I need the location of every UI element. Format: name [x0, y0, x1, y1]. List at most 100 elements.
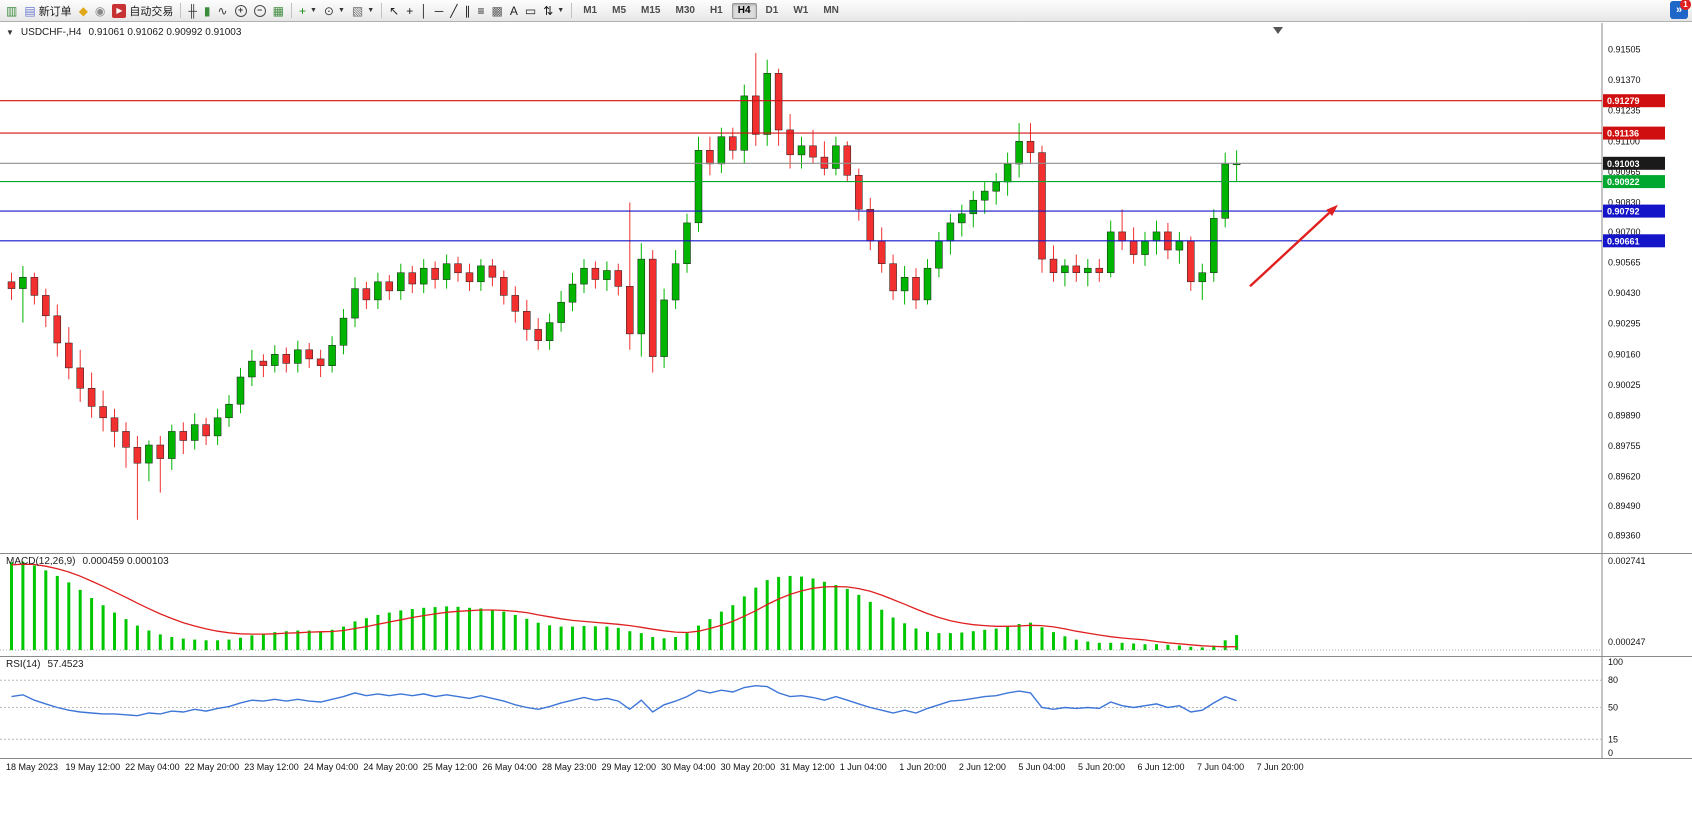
main-price-chart[interactable]: 0.91505 0.91370 0.91235 0.91100 0.90965 0.908… — [0, 23, 1692, 553]
trend-arrow-annotation[interactable] — [1249, 204, 1338, 288]
level-line-0.91279[interactable]: 0.91279 — [0, 94, 1665, 108]
timeframe-m30[interactable]: M30 — [675, 4, 695, 16]
fibonacci-button[interactable]: ≡ — [475, 2, 488, 20]
indicators-icon: + — [298, 3, 306, 18]
macd-indicator-panel[interactable]: 0.002741 0.000247 — [0, 553, 1692, 656]
vertical-line-button[interactable]: │ — [417, 2, 431, 20]
timeframe-mn[interactable]: MN — [823, 4, 839, 16]
line-chart-icon: ∿ — [217, 3, 228, 18]
bar-chart-button[interactable]: ╫ — [185, 2, 200, 20]
crosshair-icon: + — [406, 3, 414, 18]
autotrading-icon: ▶ — [112, 3, 127, 18]
indicators-button[interactable]: + ▼ — [296, 2, 320, 20]
time-label: 5 Jun 04:00 — [1018, 762, 1066, 772]
macd-label: MACD(12,26,9) — [6, 556, 76, 567]
notification-count-badge: 1 — [1680, 0, 1691, 10]
sound-horn-button[interactable]: ◆ — [76, 2, 91, 20]
channel-icon: ∥ — [464, 3, 471, 18]
svg-text:0.89755: 0.89755 — [1608, 441, 1641, 451]
price-axis[interactable]: 0.91505 0.91370 0.91235 0.91100 0.90965 0.908… — [1601, 23, 1641, 553]
new-chart-icon: ▥ — [6, 3, 18, 18]
new-order-button-label: 新订单 — [38, 5, 72, 18]
community-button[interactable]: ◉ — [92, 2, 108, 20]
macd-values: 0.000459 0.000103 — [82, 556, 169, 567]
time-label: 22 May 20:00 — [184, 762, 240, 772]
time-label: 25 May 12:00 — [422, 762, 478, 772]
arrows-icon: ⇅ — [543, 3, 554, 18]
timeframe-d1[interactable]: D1 — [765, 4, 779, 16]
horizontal-line-button[interactable]: ─ — [432, 2, 447, 20]
time-label: 7 Jun 04:00 — [1197, 762, 1245, 772]
text-button[interactable]: A — [507, 2, 521, 20]
zoom-in-button[interactable]: + — [232, 2, 250, 20]
timeframe-m15[interactable]: M15 — [641, 4, 661, 16]
timeframe-m5[interactable]: M5 — [612, 4, 627, 16]
new-chart-button[interactable]: ▥ — [3, 2, 20, 20]
periods-button[interactable]: ⊙ ▼ — [321, 2, 348, 20]
time-label: 30 May 20:00 — [720, 762, 776, 772]
cursor-button[interactable]: ↖ — [386, 2, 402, 20]
svg-text:0.91136: 0.91136 — [1607, 129, 1639, 139]
crosshair-button[interactable]: + — [403, 2, 416, 20]
main-toolbar: ▥ ▤ 新订单 ◆ ◉ ▶ 自动交易 ╫ ▮ ∿ + − ▦ + ▼ ⊙ ▼ ▧ ▼ ↖ + │ ─ ╱ ∥ ≡ ▩ A ▭ ⇅ ▼ M1 M5… — [0, 0, 1692, 22]
templates-icon: ▧ — [351, 3, 364, 18]
macd-signal-line — [11, 563, 1237, 648]
zoom-out-icon: − — [253, 4, 266, 17]
rsi-indicator-panel[interactable]: 100 80 50 15 0 — [0, 656, 1692, 758]
shapes-button[interactable]: ▩ — [489, 2, 506, 20]
new-order-button[interactable]: ▤ 新订单 — [21, 2, 74, 20]
time-axis[interactable]: 18 May 2023 19 May 12:00 22 May 04:00 22 Ma… — [0, 758, 1692, 778]
svg-text:0.90792: 0.90792 — [1607, 207, 1640, 217]
symbol-title: USDCHF-,H4 — [20, 27, 82, 38]
tile-windows-button[interactable]: ▦ — [270, 2, 287, 20]
bar-chart-icon: ╫ — [188, 3, 197, 18]
fibonacci-icon: ≡ — [477, 3, 485, 18]
svg-text:50: 50 — [1608, 703, 1618, 713]
notification-button[interactable]: » 1 — [1670, 0, 1691, 19]
timeframe-w1[interactable]: W1 — [793, 4, 809, 16]
time-label: 28 May 23:00 — [541, 762, 597, 772]
toolbar-separator — [571, 3, 573, 18]
level-line-0.91003[interactable]: 0.91003 — [0, 156, 1665, 170]
autotrading-button[interactable]: ▶ 自动交易 — [109, 2, 176, 20]
timeframe-h1[interactable]: H1 — [709, 4, 723, 16]
channel-button[interactable]: ∥ — [462, 2, 474, 20]
sound-horn-icon: ◆ — [78, 3, 88, 18]
autotrading-button-label: 自动交易 — [129, 5, 174, 18]
arrows-button-dropdown-arrow[interactable]: ▼ — [557, 7, 565, 14]
rsi-line — [11, 684, 1237, 717]
shapes-icon: ▩ — [491, 3, 503, 18]
arrows-button[interactable]: ⇅ ▼ — [540, 2, 567, 20]
text-icon: A — [509, 3, 518, 18]
time-label: 7 Jun 20:00 — [1256, 762, 1304, 772]
text-label-button[interactable]: ▭ — [522, 2, 539, 20]
time-label: 26 May 04:00 — [482, 762, 537, 772]
zoom-out-button[interactable]: − — [251, 2, 269, 20]
community-icon: ◉ — [94, 3, 106, 18]
toolbar-separator — [180, 3, 182, 18]
svg-text:0.91505: 0.91505 — [1608, 45, 1641, 55]
trendline-button[interactable]: ╱ — [447, 2, 460, 20]
templates-button[interactable]: ▧ ▼ — [349, 2, 377, 20]
svg-text:0.90025: 0.90025 — [1608, 380, 1641, 390]
rsi-title-bar: RSI(14) 57.4523 — [6, 659, 84, 670]
level-line-0.91136[interactable]: 0.91136 — [0, 126, 1665, 140]
time-label: 22 May 04:00 — [125, 762, 180, 772]
time-label: 29 May 12:00 — [601, 762, 657, 772]
time-label: 1 Jun 04:00 — [839, 762, 887, 772]
svg-text:0.90922: 0.90922 — [1607, 177, 1640, 187]
level-line-0.90922[interactable]: 0.90922 — [0, 175, 1665, 189]
level-line-0.90792[interactable]: 0.90792 — [0, 204, 1665, 218]
timeframe-h4[interactable]: H4 — [731, 2, 757, 19]
zoom-in-icon: + — [234, 4, 247, 17]
candlestick-chart-button[interactable]: ▮ — [201, 2, 214, 20]
svg-text:0: 0 — [1608, 748, 1613, 758]
level-line-0.90661[interactable]: 0.90661 — [0, 234, 1665, 248]
periods-button-dropdown-arrow[interactable]: ▼ — [337, 7, 345, 14]
timeframe-m1[interactable]: M1 — [583, 4, 598, 16]
templates-button-dropdown-arrow[interactable]: ▼ — [367, 7, 375, 14]
indicators-button-dropdown-arrow[interactable]: ▼ — [309, 7, 317, 14]
svg-text:0.89490: 0.89490 — [1608, 501, 1641, 511]
line-chart-button[interactable]: ∿ — [215, 2, 231, 20]
chart-menu-icon[interactable]: ▼ — [6, 28, 14, 37]
